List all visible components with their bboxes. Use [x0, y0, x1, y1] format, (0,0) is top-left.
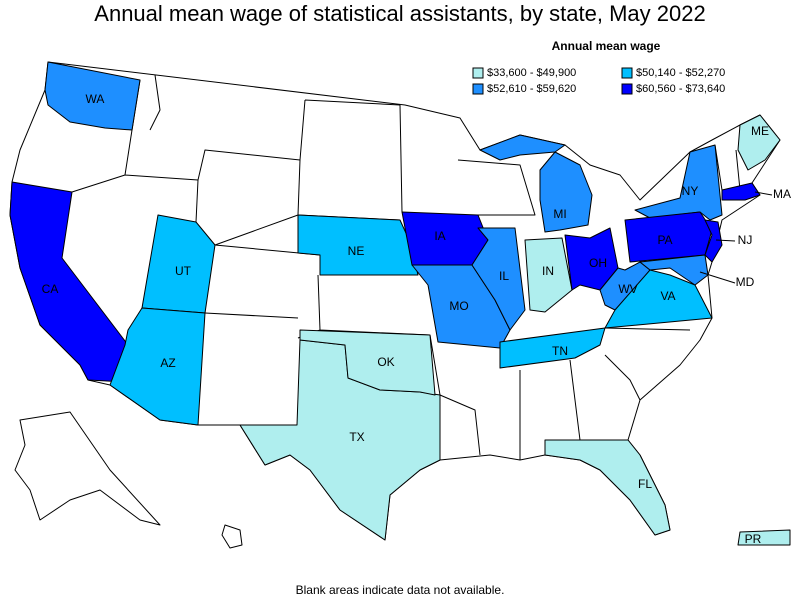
state-label: NE — [348, 244, 365, 258]
state-label: MO — [449, 299, 468, 313]
state-label: WV — [618, 282, 637, 296]
state-label: AZ — [160, 356, 175, 370]
legend-title: Annual mean wage — [552, 39, 661, 53]
legend: $33,600 - $49,900 $50,140 - $52,270 $52,61… — [472, 67, 725, 95]
legend-swatch — [621, 67, 633, 79]
state-label: ME — [751, 124, 769, 138]
state — [499, 327, 606, 369]
state-label: MA — [773, 187, 791, 201]
state-label: OK — [377, 355, 394, 369]
state — [737, 529, 791, 546]
alaska — [14, 411, 161, 526]
state — [639, 254, 709, 286]
state-label: UT — [175, 264, 192, 278]
label-leader — [715, 239, 736, 242]
state-label: FL — [638, 477, 652, 491]
state — [471, 227, 526, 331]
legend-label: $60,560 - $73,640 — [636, 83, 725, 95]
state — [721, 182, 761, 201]
state-label: NJ — [738, 233, 753, 247]
legend-swatch — [472, 83, 484, 95]
states: WA CA UT AZ NE IA MO IL IN OH MI TN WV VA NY PA NJ MD MA ME… — [9, 61, 791, 546]
state — [524, 237, 573, 313]
state-label: VA — [660, 289, 675, 303]
state-label: MI — [553, 207, 566, 221]
state-label: OH — [589, 256, 607, 270]
map-title: Annual mean wage of statistical assistan… — [94, 1, 705, 26]
state — [299, 329, 436, 396]
state-label: CA — [42, 282, 59, 296]
state — [737, 114, 781, 171]
legend-label: $52,610 - $59,620 — [487, 83, 576, 95]
legend-swatch — [621, 83, 633, 95]
state — [624, 211, 713, 263]
state-label: IA — [434, 229, 445, 243]
state — [9, 181, 129, 383]
state-label: TX — [349, 430, 364, 444]
footnote: Blank areas indicate data not available. — [296, 583, 505, 597]
state — [141, 214, 216, 314]
state-label: PA — [657, 233, 672, 247]
state — [544, 439, 671, 536]
state — [539, 151, 593, 233]
state-label: IN — [542, 264, 554, 278]
legend-label: $33,600 - $49,900 — [487, 67, 576, 79]
state-label: PR — [745, 532, 762, 546]
state-label: TN — [552, 344, 568, 358]
state — [109, 307, 206, 426]
legend-swatch — [472, 67, 484, 79]
state-label: IL — [499, 269, 509, 283]
label-leader — [699, 271, 736, 284]
label-leader — [754, 191, 773, 196]
state — [479, 134, 566, 161]
blank-areas — [9, 61, 781, 549]
legend-label: $50,140 - $52,270 — [636, 67, 725, 79]
state — [704, 219, 723, 263]
state — [44, 61, 141, 131]
state — [297, 214, 419, 276]
state-label: WA — [86, 92, 105, 106]
hawaii — [221, 524, 243, 549]
state-label: NY — [682, 184, 699, 198]
state-label: MD — [736, 275, 755, 289]
